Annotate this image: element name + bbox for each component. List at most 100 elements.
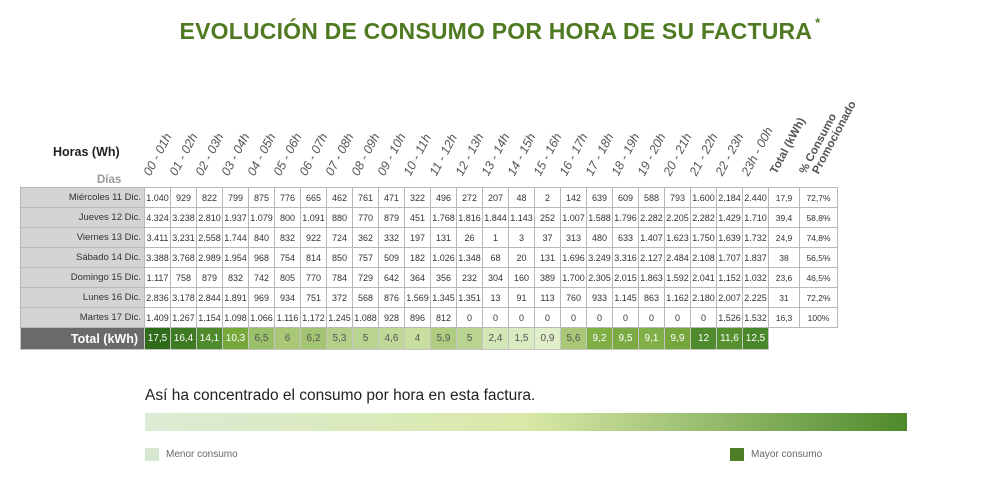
hour-value-cell: 1.429 bbox=[716, 207, 743, 228]
hour-value-cell: 1.145 bbox=[612, 287, 639, 308]
hour-value-cell: 1.937 bbox=[222, 207, 249, 228]
hour-value-cell: 1.700 bbox=[560, 267, 587, 288]
hour-column-label: 11 - 12h bbox=[426, 131, 461, 178]
hour-value-cell: 1.600 bbox=[690, 187, 717, 208]
hour-column-label: 00 - 01h bbox=[140, 130, 175, 178]
hour-column-label: 03 - 04h bbox=[218, 130, 253, 178]
hour-value-cell: 37 bbox=[534, 227, 561, 248]
hour-value-cell: 0 bbox=[456, 307, 483, 328]
hour-value-cell: 1.066 bbox=[248, 307, 275, 328]
hour-value-cell: 2.108 bbox=[690, 247, 717, 268]
hour-value-cell: 462 bbox=[326, 187, 353, 208]
hour-value-cell: 1.154 bbox=[196, 307, 223, 328]
hour-value-cell: 1.088 bbox=[352, 307, 379, 328]
hour-total-cell: 9,2 bbox=[586, 327, 613, 350]
hour-value-cell: 639 bbox=[586, 187, 613, 208]
hour-value-cell: 113 bbox=[534, 287, 561, 308]
hour-total-cell: 5,3 bbox=[326, 327, 353, 350]
hour-value-cell: 969 bbox=[248, 287, 275, 308]
hour-value-cell: 1.007 bbox=[560, 207, 587, 228]
hour-value-cell: 2.836 bbox=[144, 287, 171, 308]
hour-value-cell: 2.844 bbox=[196, 287, 223, 308]
hour-value-cell: 1.837 bbox=[742, 247, 769, 268]
hour-value-cell: 3.768 bbox=[170, 247, 197, 268]
hour-value-cell: 480 bbox=[586, 227, 613, 248]
hour-value-cell: 207 bbox=[482, 187, 509, 208]
hour-value-cell: 812 bbox=[430, 307, 457, 328]
hour-value-cell: 876 bbox=[378, 287, 405, 308]
hour-value-cell: 3.231 bbox=[170, 227, 197, 248]
concentrado-text: Así ha concentrado el consumo por hora e… bbox=[145, 387, 536, 404]
hour-value-cell: 933 bbox=[586, 287, 613, 308]
hour-value-cell: 758 bbox=[170, 267, 197, 288]
hour-value-cell: 1.098 bbox=[222, 307, 249, 328]
row-day-label: Lunes 16 Dic. bbox=[20, 287, 145, 308]
legend-high-swatch bbox=[730, 448, 744, 461]
hour-total-cell: 11,6 bbox=[716, 327, 743, 350]
hour-total-cell: 4 bbox=[404, 327, 431, 350]
hour-total-cell: 1,5 bbox=[508, 327, 535, 350]
hour-value-cell: 372 bbox=[326, 287, 353, 308]
hour-column-label: 10 - 11h bbox=[400, 131, 435, 178]
hour-value-cell: 729 bbox=[352, 267, 379, 288]
hour-total-cell: 4,6 bbox=[378, 327, 405, 350]
hour-value-cell: 879 bbox=[378, 207, 405, 228]
hour-total-cell: 0,9 bbox=[534, 327, 561, 350]
hour-total-cell: 5,6 bbox=[560, 327, 587, 350]
hour-value-cell: 896 bbox=[404, 307, 431, 328]
hour-column-label: 21 - 22h bbox=[686, 130, 721, 178]
hour-value-cell: 754 bbox=[274, 247, 301, 268]
hour-value-cell: 800 bbox=[274, 207, 301, 228]
hour-value-cell: 322 bbox=[404, 187, 431, 208]
total-column-label: Total (kWh) bbox=[768, 115, 808, 176]
hour-value-cell: 3 bbox=[508, 227, 535, 248]
row-total-cell: 23,6 bbox=[768, 267, 800, 288]
hour-value-cell: 832 bbox=[222, 267, 249, 288]
hour-value-cell: 568 bbox=[352, 287, 379, 308]
hour-value-cell: 1.091 bbox=[300, 207, 327, 228]
hour-value-cell: 48 bbox=[508, 187, 535, 208]
hour-value-cell: 799 bbox=[222, 187, 249, 208]
hour-value-cell: 1.143 bbox=[508, 207, 535, 228]
hour-value-cell: 0 bbox=[534, 307, 561, 328]
hour-value-cell: 20 bbox=[508, 247, 535, 268]
hour-value-cell: 2.180 bbox=[690, 287, 717, 308]
hour-total-cell: 12,5 bbox=[742, 327, 769, 350]
hour-column-label: 06 - 07h bbox=[296, 130, 331, 178]
hour-value-cell: 0 bbox=[638, 307, 665, 328]
table-row: Domingo 15 Dic. 1.117 758 879 832 742 805 770 78… bbox=[20, 267, 838, 288]
row-pct-cell: 58,8% bbox=[799, 207, 838, 228]
hour-value-cell: 362 bbox=[352, 227, 379, 248]
hour-value-cell: 1.750 bbox=[690, 227, 717, 248]
hour-value-cell: 3.249 bbox=[586, 247, 613, 268]
hour-column-label: 07 - 08h bbox=[322, 130, 357, 178]
hour-total-cell: 9,5 bbox=[612, 327, 639, 350]
hour-value-cell: 2.989 bbox=[196, 247, 223, 268]
hour-value-cell: 2.810 bbox=[196, 207, 223, 228]
row-pct-cell: 72,7% bbox=[799, 187, 838, 208]
row-total-cell: 17,9 bbox=[768, 187, 800, 208]
row-pct-cell: 56,5% bbox=[799, 247, 838, 268]
hour-value-cell: 840 bbox=[248, 227, 275, 248]
hour-value-cell: 770 bbox=[352, 207, 379, 228]
hour-value-cell: 1.152 bbox=[716, 267, 743, 288]
legend-high-label: Mayor consumo bbox=[751, 449, 823, 460]
title-text: EVOLUCIÓN DE CONSUMO POR HORA DE SU FACT… bbox=[179, 18, 813, 44]
hour-value-cell: 2.127 bbox=[638, 247, 665, 268]
hour-value-cell: 131 bbox=[534, 247, 561, 268]
table-row: Viernes 13 Dic. 3.411 3.231 2.558 1.744 840 83… bbox=[20, 227, 838, 248]
hour-value-cell: 1.891 bbox=[222, 287, 249, 308]
hour-value-cell: 761 bbox=[352, 187, 379, 208]
hour-value-cell: 2.558 bbox=[196, 227, 223, 248]
hour-value-cell: 1.348 bbox=[456, 247, 483, 268]
hour-value-cell: 879 bbox=[196, 267, 223, 288]
hour-value-cell: 784 bbox=[326, 267, 353, 288]
hour-value-cell: 929 bbox=[170, 187, 197, 208]
row-pct-cell: 74,8% bbox=[799, 227, 838, 248]
hour-value-cell: 197 bbox=[404, 227, 431, 248]
row-pct-cell: 100% bbox=[799, 307, 838, 328]
hour-value-cell: 304 bbox=[482, 267, 509, 288]
hour-value-cell: 1.569 bbox=[404, 287, 431, 308]
hour-value-cell: 2.484 bbox=[664, 247, 691, 268]
hour-total-cell: 2,4 bbox=[482, 327, 509, 350]
